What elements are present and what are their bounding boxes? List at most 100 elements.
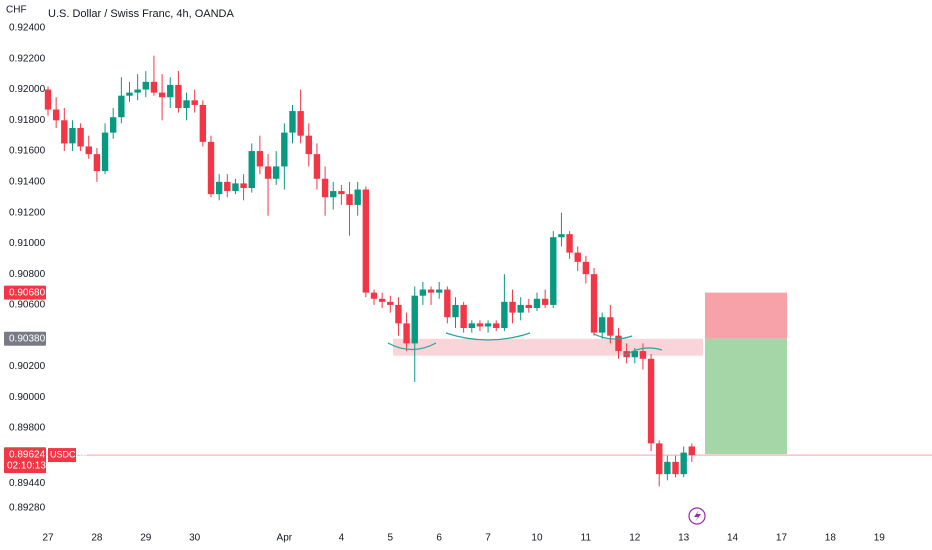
candle-body: [52, 109, 60, 121]
x-tick-label: 14: [727, 533, 739, 544]
candle-body: [142, 81, 149, 90]
candle-body: [167, 84, 174, 98]
price-tag: [4, 331, 46, 346]
candle-body: [248, 151, 255, 188]
candle-body: [639, 351, 647, 359]
candle-body: [680, 452, 687, 475]
candle-body: [435, 289, 443, 293]
x-tick-label: 13: [678, 533, 690, 544]
candle-body: [61, 120, 68, 144]
current-price-label: 0.89624: [9, 450, 46, 461]
candle-body: [647, 358, 655, 444]
candle-body: [419, 289, 427, 296]
candle-body: [517, 304, 524, 313]
y-tick-label: 0.90200: [9, 361, 46, 372]
y-tick-label: 0.92400: [9, 23, 46, 34]
candle-body: [207, 141, 215, 195]
y-tick-label: 0.90600: [9, 300, 46, 311]
candle-body: [93, 154, 101, 172]
x-tick-label: 28: [91, 533, 103, 544]
price-tag-label: 0.90680: [9, 287, 46, 298]
symbol-tag: [48, 448, 76, 463]
candle-body: [688, 446, 696, 456]
candle-body: [476, 323, 484, 327]
candle-body: [460, 304, 467, 328]
candle-body: [501, 301, 508, 328]
support-zone: [393, 338, 703, 356]
candle-body: [509, 301, 516, 313]
curve: [623, 347, 663, 357]
candle-body: [240, 183, 247, 188]
candle-body: [232, 183, 239, 192]
x-tick-label: 29: [140, 533, 152, 544]
candle-body: [484, 323, 492, 327]
y-tick-label: 0.91400: [9, 176, 46, 187]
candle-body: [598, 317, 606, 333]
candle-body: [346, 194, 353, 205]
candle-body: [313, 154, 321, 179]
candle-body: [158, 92, 166, 98]
price-tag: [4, 285, 46, 300]
y-tick-label: 0.91000: [9, 238, 46, 249]
candle-body: [289, 111, 296, 133]
candle-body: [272, 166, 280, 179]
chart-title: U.S. Dollar / Swiss Franc, 4h, OANDA: [48, 8, 234, 20]
candle-body: [330, 191, 337, 198]
candle-body: [550, 237, 557, 305]
candle-body: [395, 304, 402, 324]
x-tick-label: 10: [531, 533, 543, 544]
candle-body: [321, 178, 329, 198]
candle-body: [199, 104, 207, 142]
y-tick-label: 0.90000: [9, 392, 46, 403]
candle-body: [281, 132, 288, 167]
candle-body: [525, 304, 533, 308]
candle-body: [215, 181, 223, 195]
x-tick-label: 19: [874, 533, 886, 544]
candle-body: [427, 289, 435, 293]
candle-body: [77, 128, 84, 147]
curve: [387, 342, 437, 351]
candle-body: [607, 317, 614, 336]
candle-body: [175, 84, 182, 108]
candle-body: [541, 298, 549, 305]
x-tick-label: 18: [825, 533, 837, 544]
symbol-label: USDCHF: [50, 449, 88, 459]
candle-body: [370, 292, 378, 299]
y-tick-label: 0.90800: [9, 269, 46, 280]
candle-body: [109, 117, 117, 133]
x-tick-label: 5: [388, 533, 394, 544]
x-tick-label: 30: [189, 533, 201, 544]
candle-body: [558, 234, 565, 238]
x-tick-label: 11: [581, 533, 592, 544]
candle-body: [533, 298, 541, 308]
candle-body: [403, 323, 410, 344]
candle-body: [126, 92, 133, 96]
countdown: 02:10:13: [7, 461, 46, 472]
candle-body: [582, 261, 590, 275]
candle-body: [631, 351, 638, 358]
candle-body: [224, 181, 231, 192]
candle-body: [134, 89, 141, 93]
current-price-tag: [4, 448, 46, 474]
candle-body: [672, 461, 679, 475]
x-tick-label: 7: [485, 533, 491, 544]
annotations: [387, 332, 663, 357]
x-tick-label: 4: [339, 533, 345, 544]
alert-icon[interactable]: [688, 507, 706, 525]
candle-body: [566, 234, 573, 253]
candle-body: [664, 461, 671, 475]
candle-body: [150, 81, 158, 93]
x-tick-label: 12: [629, 533, 641, 544]
x-tick-label: 6: [436, 533, 442, 544]
icon-ring[interactable]: [688, 507, 706, 525]
price-tag-label: 0.90380: [9, 333, 46, 344]
reward-box: [705, 338, 787, 455]
candle-body: [118, 95, 125, 118]
candle-body: [101, 132, 109, 172]
icon-bolt[interactable]: [694, 510, 701, 522]
y-tick-label: 0.92200: [9, 53, 46, 64]
candle-body: [354, 189, 361, 205]
candle-body: [256, 151, 264, 167]
x-tick-label: Apr: [277, 533, 293, 544]
